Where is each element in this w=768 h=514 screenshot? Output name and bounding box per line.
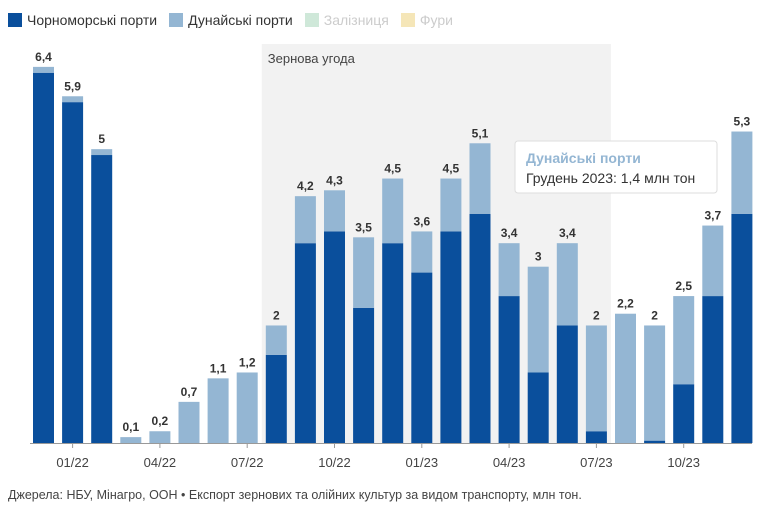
x-tick-label: 01/23	[406, 455, 439, 470]
data-label: 4,5	[384, 162, 401, 176]
bar-danube	[440, 178, 462, 232]
bar-danube	[353, 237, 375, 308]
bar-black-sea	[731, 213, 753, 443]
data-label: 5	[98, 132, 105, 146]
bar-danube	[556, 243, 578, 326]
bar-danube	[615, 313, 636, 443]
x-tick-label: 04/22	[144, 455, 177, 470]
bar-black-sea	[382, 243, 404, 443]
data-label: 2,5	[675, 279, 692, 293]
x-tick-label: 10/23	[667, 455, 700, 470]
bar-danube	[294, 196, 316, 244]
bar-danube	[469, 143, 491, 214]
data-label: 3,5	[355, 220, 372, 234]
data-label: 3,7	[704, 209, 721, 223]
tooltip-box	[514, 140, 718, 194]
bar-black-sea	[411, 272, 433, 443]
bar-danube	[673, 296, 695, 385]
data-label: 3,6	[413, 214, 430, 228]
bar-danube	[91, 149, 113, 156]
legend-swatch	[8, 13, 22, 27]
legend-item[interactable]: Чорноморські порти	[8, 12, 157, 28]
data-label: 1,1	[210, 361, 227, 375]
bar-danube	[265, 325, 287, 355]
bar-danube	[702, 225, 724, 297]
legend-swatch	[400, 13, 415, 27]
data-label: 0,1	[122, 420, 139, 434]
bar-black-sea	[527, 372, 549, 443]
legend-item[interactable]: Дунайські порти	[169, 12, 293, 28]
tooltip-text: Грудень 2023: 1,4 млн тон	[526, 170, 695, 186]
data-label: 3,4	[559, 226, 576, 240]
bar-black-sea	[702, 296, 724, 443]
data-label: 4,5	[443, 162, 460, 176]
data-label: 0,2	[152, 414, 169, 428]
tooltip-title: Дунайські порти	[526, 150, 641, 166]
bar-black-sea	[469, 213, 491, 443]
bar-black-sea	[353, 307, 375, 443]
bar-danube	[149, 431, 171, 443]
data-label: 3,4	[501, 226, 518, 240]
bar-danube	[585, 325, 607, 432]
data-label: 1,2	[239, 355, 256, 369]
data-label: 5,1	[472, 126, 489, 140]
bar-danube	[411, 231, 433, 273]
source-note: Джерела: НБУ, Мінагро, ООН • Експорт зер…	[8, 488, 582, 502]
bar-black-sea	[62, 102, 84, 443]
bar-black-sea	[673, 384, 695, 443]
grain-deal-band	[261, 44, 611, 443]
data-label: 6,4	[35, 50, 52, 64]
bar-danube	[207, 378, 229, 443]
bar-black-sea	[324, 231, 345, 443]
legend-item[interactable]: Фури	[400, 12, 453, 28]
bar-danube	[731, 131, 753, 214]
bar-black-sea	[644, 440, 666, 443]
data-label: 3	[535, 250, 542, 264]
data-label: 2	[593, 308, 600, 322]
bar-danube	[120, 437, 142, 443]
bar-black-sea	[33, 72, 54, 443]
data-label: 5,3	[734, 115, 751, 129]
x-tick-label: 07/22	[231, 455, 264, 470]
bar-danube	[62, 96, 84, 103]
grain-deal-label: Зернова угода	[268, 51, 356, 66]
bar-danube	[178, 401, 200, 443]
data-label: 2	[273, 308, 280, 322]
bar-black-sea	[294, 243, 316, 443]
bar-black-sea	[265, 354, 287, 443]
bar-danube	[498, 243, 520, 297]
x-tick-label: 01/22	[56, 455, 89, 470]
data-label: 0,7	[181, 385, 198, 399]
bar-danube	[644, 325, 666, 441]
bar-black-sea	[556, 325, 578, 443]
legend-label: Залізниця	[323, 12, 389, 28]
legend-label: Чорноморські порти	[27, 12, 158, 28]
data-label: 2,2	[617, 297, 634, 311]
bar-danube	[527, 266, 549, 373]
legend: Чорноморські порти Дунайські порти Залізни…	[8, 10, 465, 30]
data-label: 4,2	[297, 179, 314, 193]
legend-swatch	[304, 13, 319, 27]
data-label: 2	[651, 308, 658, 322]
legend-label: Фури	[419, 12, 453, 28]
x-tick-label: 04/23	[493, 455, 526, 470]
legend-label: Дунайські порти	[188, 12, 293, 28]
bar-black-sea	[498, 296, 520, 443]
bar-danube	[324, 190, 345, 232]
bar-black-sea	[585, 431, 607, 443]
legend-item[interactable]: Залізниця	[304, 12, 389, 28]
bar-black-sea	[91, 155, 113, 443]
x-tick-label: 10/22	[318, 455, 351, 470]
x-tick-label: 07/23	[580, 455, 613, 470]
data-label: 4,3	[326, 173, 343, 187]
bar-danube	[236, 372, 258, 443]
bar-danube	[33, 66, 54, 73]
data-label: 5,9	[64, 79, 81, 93]
bar-black-sea	[440, 231, 462, 443]
bar-danube	[382, 178, 404, 244]
legend-swatch	[169, 13, 184, 27]
